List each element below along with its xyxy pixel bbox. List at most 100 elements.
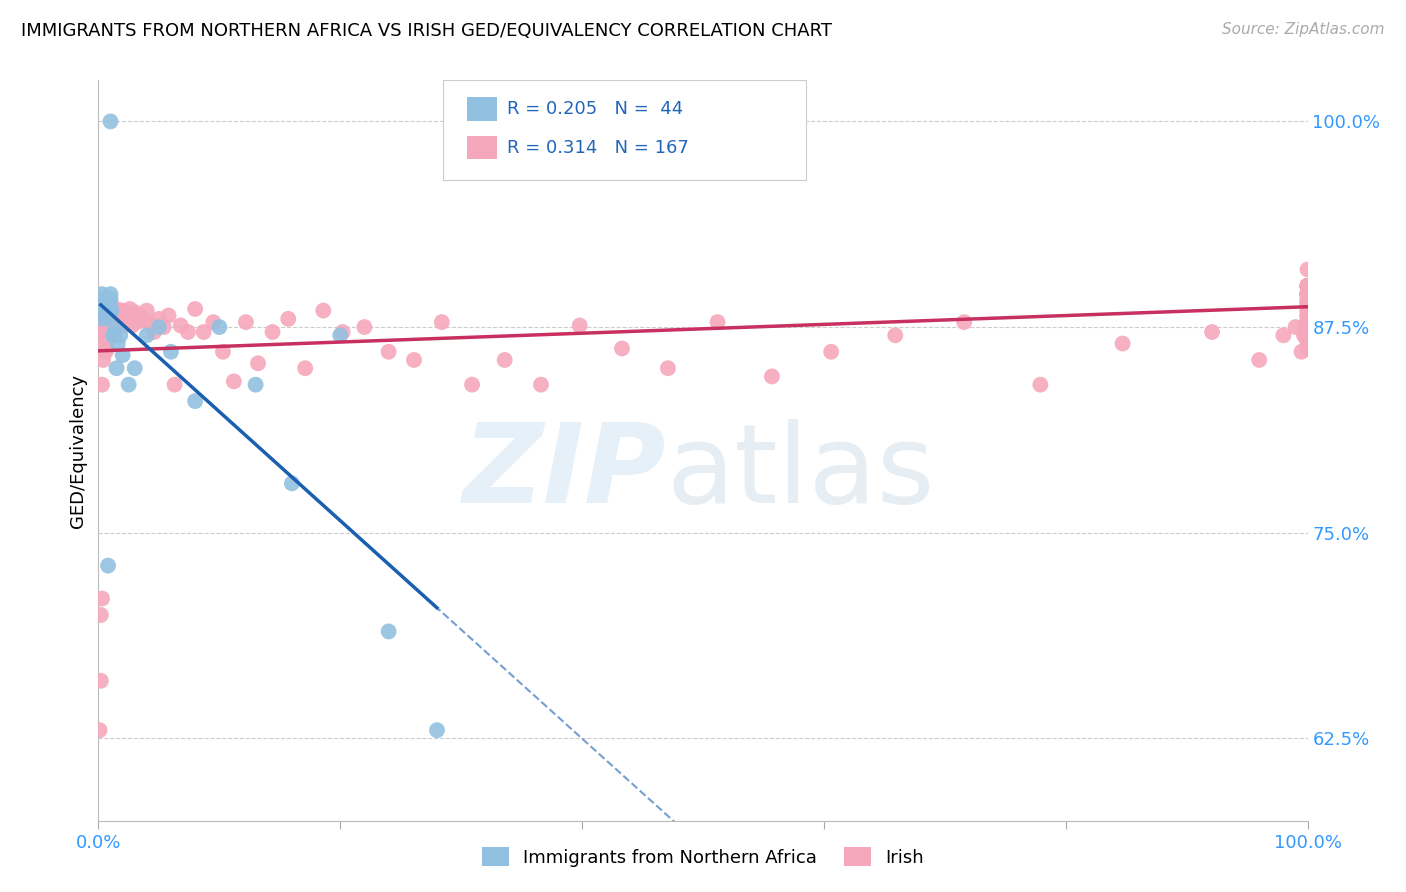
Point: [657, 361, 679, 376]
Point: [91, 328, 114, 343]
Point: [1296, 287, 1319, 301]
Point: [1296, 279, 1319, 293]
Point: [1296, 292, 1319, 306]
Point: [1296, 325, 1319, 339]
Point: [111, 303, 134, 318]
Point: [163, 377, 186, 392]
Point: [1296, 287, 1319, 301]
Point: [90, 295, 112, 310]
Point: [96, 309, 118, 323]
Point: [1296, 320, 1319, 334]
Point: [312, 303, 335, 318]
Point: [402, 353, 425, 368]
Point: [98, 292, 121, 306]
Point: [1296, 303, 1319, 318]
Point: [135, 328, 157, 343]
Point: [1296, 328, 1319, 343]
Point: [1296, 299, 1319, 313]
Point: [353, 320, 375, 334]
Point: [953, 315, 976, 329]
Point: [377, 344, 399, 359]
Point: [212, 344, 235, 359]
Point: [96, 320, 118, 334]
Point: [1296, 295, 1319, 310]
Text: Source: ZipAtlas.com: Source: ZipAtlas.com: [1222, 22, 1385, 37]
Point: [1296, 295, 1319, 310]
Point: [1296, 279, 1319, 293]
FancyBboxPatch shape: [443, 80, 806, 180]
Point: [1296, 262, 1319, 277]
Point: [110, 315, 132, 329]
Point: [1296, 279, 1319, 293]
Point: [103, 303, 125, 318]
Point: [1296, 295, 1319, 310]
Point: [1296, 279, 1319, 293]
Point: [114, 318, 136, 333]
Point: [94, 344, 117, 359]
Point: [1249, 353, 1271, 368]
Point: [139, 317, 162, 331]
Point: [96, 311, 118, 326]
Point: [1201, 325, 1223, 339]
Point: [1296, 299, 1319, 313]
Point: [1294, 318, 1316, 333]
Point: [1291, 344, 1313, 359]
Point: [1296, 287, 1319, 301]
FancyBboxPatch shape: [467, 97, 498, 121]
Point: [1296, 309, 1319, 323]
Point: [1296, 303, 1319, 318]
Point: [1296, 279, 1319, 293]
Point: [184, 394, 207, 409]
Point: [1296, 309, 1319, 323]
Point: [91, 591, 114, 606]
Point: [1296, 320, 1319, 334]
Point: [104, 317, 127, 331]
Point: [98, 295, 121, 310]
Point: [93, 320, 115, 334]
Point: [127, 315, 149, 329]
Point: [93, 299, 115, 313]
Point: [100, 311, 122, 326]
Point: [1296, 279, 1319, 293]
Point: [100, 320, 122, 334]
Point: [281, 476, 304, 491]
Point: [1296, 342, 1319, 356]
Point: [1296, 287, 1319, 301]
Point: [105, 301, 128, 316]
Point: [107, 309, 129, 323]
Point: [124, 361, 146, 376]
Point: [100, 292, 122, 306]
Point: [1296, 309, 1319, 323]
Point: [1296, 279, 1319, 293]
Point: [222, 375, 245, 389]
Point: [100, 305, 122, 319]
Point: [1284, 320, 1306, 334]
Point: [426, 723, 449, 738]
Point: [96, 299, 118, 313]
Point: [1296, 287, 1319, 301]
Text: R = 0.314   N = 167: R = 0.314 N = 167: [508, 138, 689, 157]
Point: [169, 318, 191, 333]
Point: [1296, 309, 1319, 323]
Point: [97, 305, 120, 319]
Point: [277, 311, 299, 326]
Point: [610, 342, 633, 356]
Point: [1296, 279, 1319, 293]
Point: [568, 318, 591, 333]
Point: [247, 356, 270, 370]
Point: [90, 673, 112, 688]
Point: [1296, 315, 1319, 329]
Point: [1296, 287, 1319, 301]
Y-axis label: GED/Equivalency: GED/Equivalency: [69, 374, 87, 527]
Point: [93, 325, 115, 339]
Point: [1296, 279, 1319, 293]
Point: [1296, 311, 1319, 326]
Point: [118, 301, 141, 316]
Point: [108, 328, 131, 343]
Point: [1296, 279, 1319, 293]
Point: [1296, 287, 1319, 301]
Point: [104, 305, 127, 319]
Point: [112, 311, 135, 326]
Point: [91, 287, 114, 301]
Point: [98, 328, 121, 343]
